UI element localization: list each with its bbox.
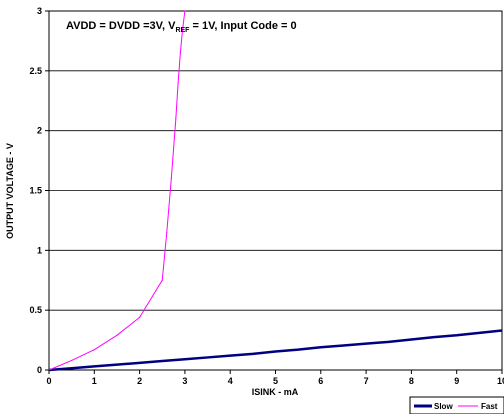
x-tick-label: 8 (409, 376, 414, 386)
x-tick-label: 1 (92, 376, 97, 386)
data-point-slow (410, 338, 412, 341)
x-tick-label: 9 (454, 376, 459, 386)
data-point-slow (388, 341, 390, 343)
y-tick-label: 2 (37, 126, 42, 136)
x-tick-label: 2 (137, 376, 142, 386)
x-tick-label: 3 (182, 376, 187, 386)
data-point-slow (297, 349, 299, 351)
data-point-fast (166, 231, 168, 233)
x-tick-label: 5 (273, 376, 278, 386)
data-point-fast (161, 279, 163, 281)
gridlines (49, 70, 502, 311)
data-point-slow (478, 332, 480, 334)
x-tick-label: 10 (497, 376, 504, 386)
data-point-fast (93, 349, 95, 351)
data-point-fast (71, 359, 73, 362)
data-point-slow (139, 362, 141, 364)
x-tick-label: 0 (46, 376, 51, 386)
data-point-slow (161, 360, 163, 362)
y-axis-ticks: 0 0.5 1 1.5 2 2.5 3 (29, 6, 49, 375)
data-point-fast (175, 118, 177, 120)
chart-annotation: AVDD = DVDD =3V, VREF = 1V, Input Code =… (66, 20, 297, 34)
data-point-slow (320, 346, 322, 348)
data-point-fast (170, 177, 172, 180)
x-axis-ticks: 0 1 2 3 4 5 6 7 8 9 10 (46, 370, 504, 386)
y-tick-label: 0.5 (29, 305, 42, 315)
data-point-fast (139, 316, 141, 318)
data-point-fast (116, 334, 118, 336)
data-point-slow (206, 356, 209, 359)
x-axis-title: ISINK - mA (252, 387, 299, 397)
y-tick-label: 3 (37, 6, 42, 16)
data-point-slow (93, 365, 95, 368)
data-point-slow (433, 336, 435, 338)
legend-label-slow: Slow (434, 402, 453, 411)
legend-box (409, 396, 504, 414)
legend-label-fast: Fast (481, 402, 498, 411)
data-point-slow (274, 350, 277, 353)
y-tick-label: 1.5 (29, 186, 42, 196)
y-tick-label: 0 (37, 365, 42, 375)
data-point-fast (182, 28, 184, 30)
series-slow (48, 329, 503, 372)
y-tick-label: 1 (37, 245, 42, 255)
data-point-slow (184, 358, 186, 360)
data-point-slow (501, 329, 503, 332)
y-axis-title: OUTPUT VOLTAGE - V (5, 143, 15, 239)
x-tick-label: 7 (364, 376, 369, 386)
y-tick-label: 2.5 (29, 66, 42, 76)
data-point-fast (177, 82, 179, 84)
x-tick-label: 6 (318, 376, 323, 386)
x-tick-label: 4 (228, 376, 233, 386)
data-point-slow (71, 367, 73, 369)
data-point-slow (229, 355, 231, 357)
data-point-slow (116, 364, 118, 366)
data-point-fast (179, 52, 181, 54)
series-layer (48, 10, 503, 372)
data-point-slow (342, 344, 345, 347)
data-point-fast (184, 10, 186, 12)
data-point-slow (365, 343, 367, 345)
data-point-slow (456, 334, 458, 336)
legend: Slow Fast (409, 396, 504, 414)
data-point-slow (252, 353, 254, 355)
